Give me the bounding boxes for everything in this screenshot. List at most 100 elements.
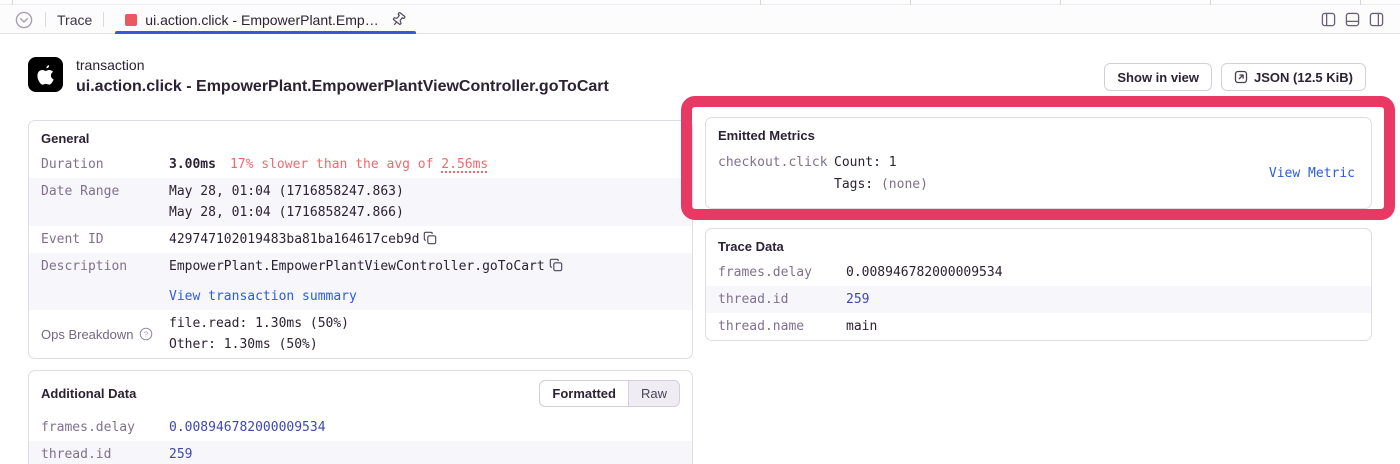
tab-label: ui.action.click - EmpowerPlant.Emp… — [145, 11, 379, 28]
json-button-label: JSON (12.5 KiB) — [1254, 69, 1353, 85]
panel-left-icon — [1321, 12, 1336, 27]
description-row: Description EmpowerPlant.EmpowerPlantVie… — [29, 253, 692, 310]
row-key: thread.id — [41, 447, 112, 462]
date-range-end: May 28, 01:04 (1716858247.866) — [169, 205, 404, 220]
duration-row: Duration 3.00ms 17% slower than the avg o… — [29, 151, 692, 178]
row-key: frames.delay — [718, 265, 812, 280]
panel-right-layout-button[interactable] — [1369, 12, 1384, 27]
span-color-swatch — [125, 13, 138, 26]
grid-tick — [910, 0, 911, 5]
chevron-down-circle-icon — [15, 11, 33, 28]
event-id-value: 429747102019483ba81ba164617ceb9d — [169, 232, 420, 247]
table-row: thread.id 259 — [706, 286, 1371, 313]
ops-breakdown-values: file.read: 1.30ms (50%) Other: 1.30ms (5… — [169, 313, 680, 355]
tab-bar: Trace ui.action.click - EmpowerPlant.Emp… — [0, 6, 1400, 34]
date-range-key: Date Range — [41, 184, 120, 199]
ops-breakdown-key: Ops Breakdown — [41, 326, 134, 342]
transaction-header: transaction ui.action.click - EmpowerPla… — [28, 57, 609, 97]
panel-left-layout-button[interactable] — [1321, 12, 1336, 27]
duration-avg[interactable]: 2.56ms — [441, 157, 489, 172]
divider — [103, 12, 105, 27]
duration-note: 17% slower than the avg of — [229, 157, 434, 172]
ops-breakdown-row: Ops Breakdown? file.read: 1.30ms (50%) O… — [29, 310, 692, 358]
metric-tags-line: Tags: (none) — [834, 174, 928, 196]
pin-icon[interactable] — [391, 12, 406, 27]
panel-bottom-icon — [1345, 12, 1360, 27]
format-toggle: Formatted Raw — [539, 380, 680, 407]
json-download-button[interactable]: JSON (12.5 KiB) — [1221, 63, 1366, 91]
collapse-panel-button[interactable] — [14, 10, 34, 30]
description-key: Description — [41, 259, 128, 274]
transaction-header-text: transaction ui.action.click - EmpowerPla… — [76, 57, 609, 97]
grid-tick — [12, 0, 13, 5]
general-section: General Duration 3.00ms 17% slower than t… — [28, 120, 693, 359]
row-value: main — [846, 319, 878, 334]
panel-bottom-layout-button[interactable] — [1345, 12, 1360, 27]
raw-toggle-option[interactable]: Raw — [640, 386, 667, 401]
metric-details: Count: 1 Tags: (none) — [834, 152, 928, 196]
event-id-key: Event ID — [41, 232, 104, 247]
duration-value-group: 3.00ms 17% slower than the avg of 2.56ms — [169, 154, 680, 175]
row-value: 259 — [169, 447, 193, 462]
grid-tick — [760, 0, 761, 5]
description-value-group: EmpowerPlant.EmpowerPlantViewController.… — [169, 256, 680, 307]
row-value: 0.008946782000009534 — [846, 265, 1003, 280]
formatted-toggle-option[interactable]: Formatted — [540, 381, 629, 406]
view-metric-link[interactable]: View Metric — [1268, 166, 1355, 181]
row-value: 0.008946782000009534 — [169, 420, 326, 435]
metric-row: checkout.click Count: 1 Tags: (none) Vie… — [706, 148, 1371, 208]
table-row: frames.delay 0.008946782000009534 — [29, 414, 692, 441]
external-link-icon — [1234, 70, 1248, 84]
date-range-values: May 28, 01:04 (1716858247.863) May 28, 0… — [169, 181, 680, 223]
general-section-title: General — [41, 131, 90, 146]
metric-count-line: Count: 1 — [834, 152, 928, 174]
duration-value: 3.00ms — [169, 157, 216, 172]
event-id-row: Event ID 429747102019483ba81ba164617ceb9… — [29, 226, 692, 253]
tab-transaction[interactable]: ui.action.click - EmpowerPlant.Emp… — [115, 6, 417, 34]
tags-value: (none) — [880, 177, 928, 192]
table-row: frames.delay 0.008946782000009534 — [706, 259, 1371, 286]
apple-platform-icon — [28, 57, 63, 92]
metric-name: checkout.click — [718, 155, 828, 170]
tags-label: Tags: — [834, 177, 874, 192]
grid-tick — [1360, 0, 1361, 5]
table-row: thread.id 259 — [29, 441, 692, 464]
copy-icon[interactable] — [423, 231, 437, 245]
waterfall-grid-edge — [0, 0, 1400, 5]
duration-comparison: 17% slower than the avg of 2.56ms — [230, 157, 488, 172]
date-range-start: May 28, 01:04 (1716858247.863) — [169, 184, 404, 199]
additional-data-title: Additional Data — [41, 386, 137, 401]
ops-breakdown-line: file.read: 1.30ms (50%) — [169, 316, 350, 331]
row-key: thread.name — [718, 319, 805, 334]
trace-data-title: Trace Data — [718, 239, 784, 254]
grid-tick — [1210, 0, 1211, 5]
breadcrumb-trace[interactable]: Trace — [57, 11, 93, 28]
emitted-metrics-title: Emitted Metrics — [718, 128, 815, 143]
additional-data-section: Additional Data Formatted Raw frames.del… — [28, 370, 693, 464]
svg-text:?: ? — [143, 330, 147, 339]
date-range-row: Date Range May 28, 01:04 (1716858247.863… — [29, 178, 692, 226]
row-value: 259 — [846, 292, 870, 307]
transaction-type-label: transaction — [76, 57, 145, 73]
header-actions: Show in view JSON (12.5 KiB) — [1104, 63, 1366, 91]
table-row: thread.name main — [706, 313, 1371, 340]
grid-tick — [1060, 0, 1061, 5]
description-value-line: EmpowerPlant.EmpowerPlantViewController.… — [169, 256, 680, 277]
show-in-view-button[interactable]: Show in view — [1104, 63, 1213, 91]
divider — [45, 12, 46, 27]
duration-key: Duration — [41, 157, 104, 172]
emitted-metrics-section: Emitted Metrics checkout.click Count: 1 … — [705, 117, 1372, 209]
page-title: ui.action.click - EmpowerPlant.EmpowerPl… — [76, 78, 609, 95]
row-key: frames.delay — [41, 420, 135, 435]
question-circle-icon[interactable]: ? — [139, 327, 153, 341]
layout-toggle-group — [1321, 12, 1384, 27]
count-value: 1 — [888, 155, 897, 170]
count-label: Count: — [834, 155, 881, 170]
show-in-view-label: Show in view — [1117, 69, 1200, 85]
ops-breakdown-line: Other: 1.30ms (50%) — [169, 337, 318, 352]
copy-icon[interactable] — [549, 258, 563, 272]
view-transaction-summary-link[interactable]: View transaction summary — [169, 289, 357, 304]
additional-data-header: Additional Data Formatted Raw — [29, 371, 692, 414]
row-key: thread.id — [718, 292, 789, 307]
